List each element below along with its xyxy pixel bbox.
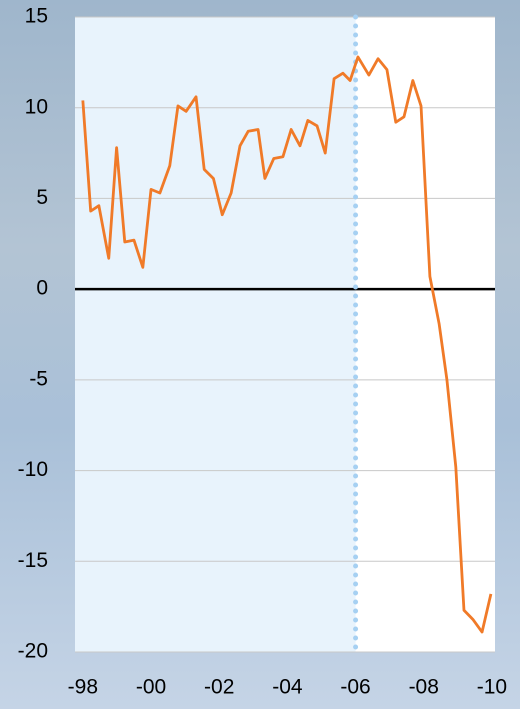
y-tick-label: -5 <box>29 367 48 390</box>
x-tick-label: -02 <box>204 676 234 699</box>
y-tick-label: 15 <box>25 5 48 28</box>
y-tick-label: 5 <box>36 186 48 209</box>
y-tick-label: -10 <box>18 458 48 481</box>
x-tick-label: -08 <box>409 676 439 699</box>
y-tick-label: -15 <box>18 549 48 572</box>
data-line <box>81 55 493 634</box>
x-tick-label: -98 <box>68 676 98 699</box>
x-tick-label: -04 <box>272 676 303 699</box>
y-tick-label: -20 <box>18 640 48 663</box>
y-tick-label: 0 <box>36 277 48 300</box>
history-shade <box>75 17 356 652</box>
x-tick-label: -10 <box>477 676 507 699</box>
y-tick-label: 10 <box>25 95 48 118</box>
x-tick-label: -00 <box>136 676 166 699</box>
x-tick-label: -06 <box>340 676 370 699</box>
